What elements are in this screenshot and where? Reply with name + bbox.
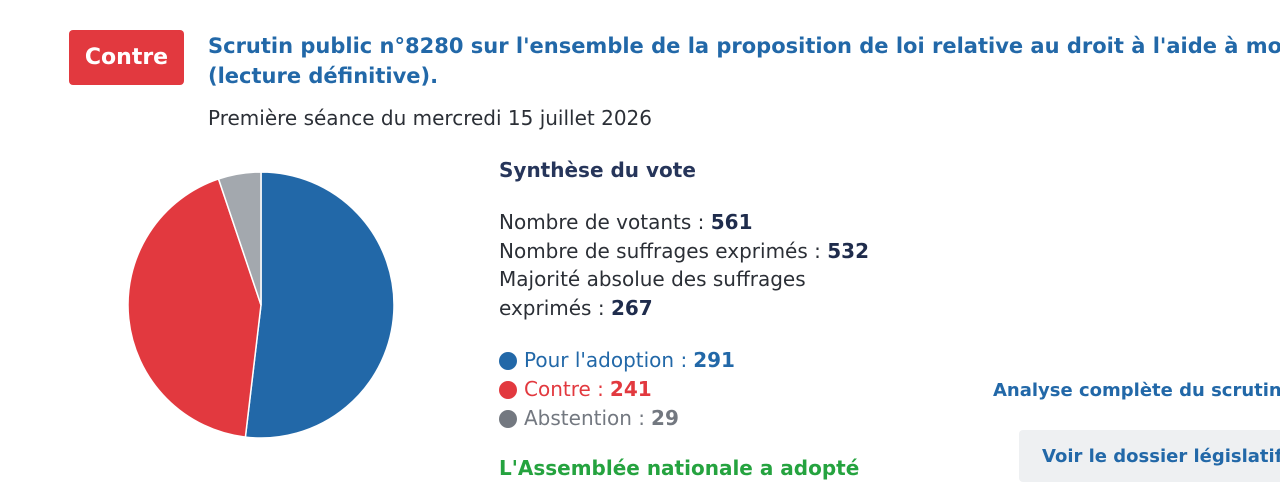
legend-pour-dot-icon — [499, 351, 517, 370]
analyse-complete-link[interactable]: Analyse complète du scrutin› — [993, 378, 1280, 404]
pie-slice-pour — [244, 171, 395, 439]
legend-abstention: Abstention : 29 — [499, 404, 735, 433]
legend-contre-dot-icon — [499, 380, 517, 399]
stat-votants: Nombre de votants : 561 — [499, 208, 869, 237]
legend-pour: Pour l'adoption : 291 — [499, 346, 735, 375]
vote-legend: Pour l'adoption : 291 Contre : 241 Abste… — [499, 346, 735, 433]
vote-pie-chart — [127, 171, 395, 439]
legend-abstention-dot-icon — [499, 409, 517, 428]
analyse-complete-label[interactable]: Analyse complète du scrutin — [993, 380, 1280, 401]
dossier-legislatif-button[interactable]: Voir le dossier législatif› — [1019, 430, 1280, 482]
legend-abstention-label: Abstention : — [524, 406, 646, 430]
pie-slice-contre — [127, 178, 262, 438]
seance-date: Première séance du mercredi 15 juillet 2… — [208, 106, 653, 130]
stat-majorite-line-2: exprimés : 267 — [499, 294, 869, 323]
stat-votants-value: 561 — [710, 210, 753, 234]
scrutin-title[interactable]: Scrutin public n°8280 sur l'ensemble de … — [208, 31, 1280, 91]
stat-exprimes: Nombre de suffrages exprimés : 532 — [499, 237, 869, 266]
scrutin-title-line-2[interactable]: (lecture définitive). — [208, 64, 439, 88]
synthese-title: Synthèse du vote — [499, 158, 696, 182]
legend-abstention-value: 29 — [651, 406, 679, 430]
stat-exprimes-value: 532 — [827, 238, 869, 263]
stat-majorite-label: exprimés : — [499, 295, 611, 320]
scrutin-title-line-1[interactable]: Scrutin public n°8280 sur l'ensemble de … — [208, 34, 1280, 58]
vote-stats: Nombre de votants : 561 Nombre de suffra… — [499, 208, 869, 322]
legend-contre: Contre : 241 — [499, 375, 735, 404]
vote-outcome: L'Assemblée nationale a adopté — [499, 456, 860, 480]
legend-contre-value: 241 — [609, 377, 652, 401]
pie-slice-abstention — [217, 171, 262, 306]
stat-votants-label: Nombre de votants : — [499, 210, 711, 234]
stat-exprimes-label: Nombre de suffrages exprimés : — [499, 238, 828, 263]
vote-result-badge: Contre — [69, 30, 184, 85]
legend-pour-label: Pour l'adoption : — [524, 348, 688, 372]
stat-majorite-value: 267 — [610, 295, 653, 320]
stat-majorite-line-1: Majorité absolue des suffrages — [499, 267, 806, 291]
legend-pour-value: 291 — [693, 348, 735, 372]
dossier-legislatif-label[interactable]: Voir le dossier législatif — [1042, 445, 1280, 467]
legend-contre-label: Contre : — [524, 377, 604, 401]
